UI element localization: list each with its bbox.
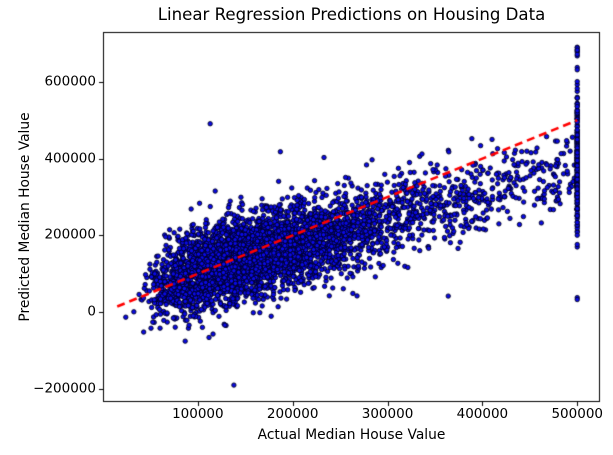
y-tick-label--200000: −200000	[33, 380, 96, 397]
chart-title: Linear Regression Predictions on Housing…	[157, 5, 546, 24]
x-tick-label-400000: 400000	[456, 406, 509, 422]
x-axis-label: Actual Median House Value	[257, 427, 446, 443]
y-tick-label-0: 0	[87, 303, 96, 320]
x-tick-label-300000: 300000	[361, 406, 414, 422]
y-tick-label-600000: 600000	[44, 73, 96, 90]
x-tick-label-200000: 200000	[266, 406, 319, 422]
x-tick-label-100000: 100000	[172, 406, 224, 422]
y-tick-label-200000: 200000	[44, 227, 96, 244]
y-tick-label-400000: 400000	[44, 150, 96, 167]
y-axis-label: Predicted Median House Value	[17, 112, 33, 322]
x-tick-label-500000: 500000	[551, 406, 604, 422]
